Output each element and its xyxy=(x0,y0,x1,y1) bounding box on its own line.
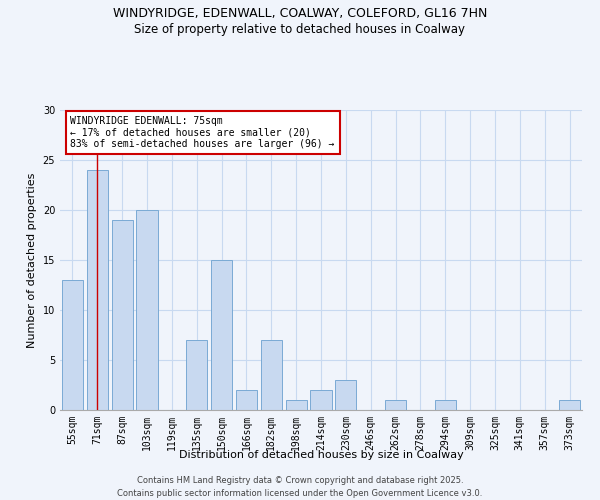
Bar xyxy=(335,380,356,410)
Y-axis label: Number of detached properties: Number of detached properties xyxy=(27,172,37,348)
Bar xyxy=(385,400,406,410)
Bar xyxy=(87,170,108,410)
Bar xyxy=(211,260,232,410)
Bar xyxy=(559,400,580,410)
Bar xyxy=(310,390,332,410)
Text: WINDYRIDGE EDENWALL: 75sqm
← 17% of detached houses are smaller (20)
83% of semi: WINDYRIDGE EDENWALL: 75sqm ← 17% of deta… xyxy=(70,116,335,149)
Bar xyxy=(261,340,282,410)
Bar xyxy=(112,220,133,410)
Text: WINDYRIDGE, EDENWALL, COALWAY, COLEFORD, GL16 7HN: WINDYRIDGE, EDENWALL, COALWAY, COLEFORD,… xyxy=(113,8,487,20)
Text: Contains HM Land Registry data © Crown copyright and database right 2025.
Contai: Contains HM Land Registry data © Crown c… xyxy=(118,476,482,498)
Bar xyxy=(435,400,456,410)
Bar xyxy=(62,280,83,410)
Bar xyxy=(186,340,207,410)
Bar xyxy=(136,210,158,410)
Bar xyxy=(286,400,307,410)
Bar xyxy=(236,390,257,410)
Text: Size of property relative to detached houses in Coalway: Size of property relative to detached ho… xyxy=(134,22,466,36)
Text: Distribution of detached houses by size in Coalway: Distribution of detached houses by size … xyxy=(179,450,463,460)
